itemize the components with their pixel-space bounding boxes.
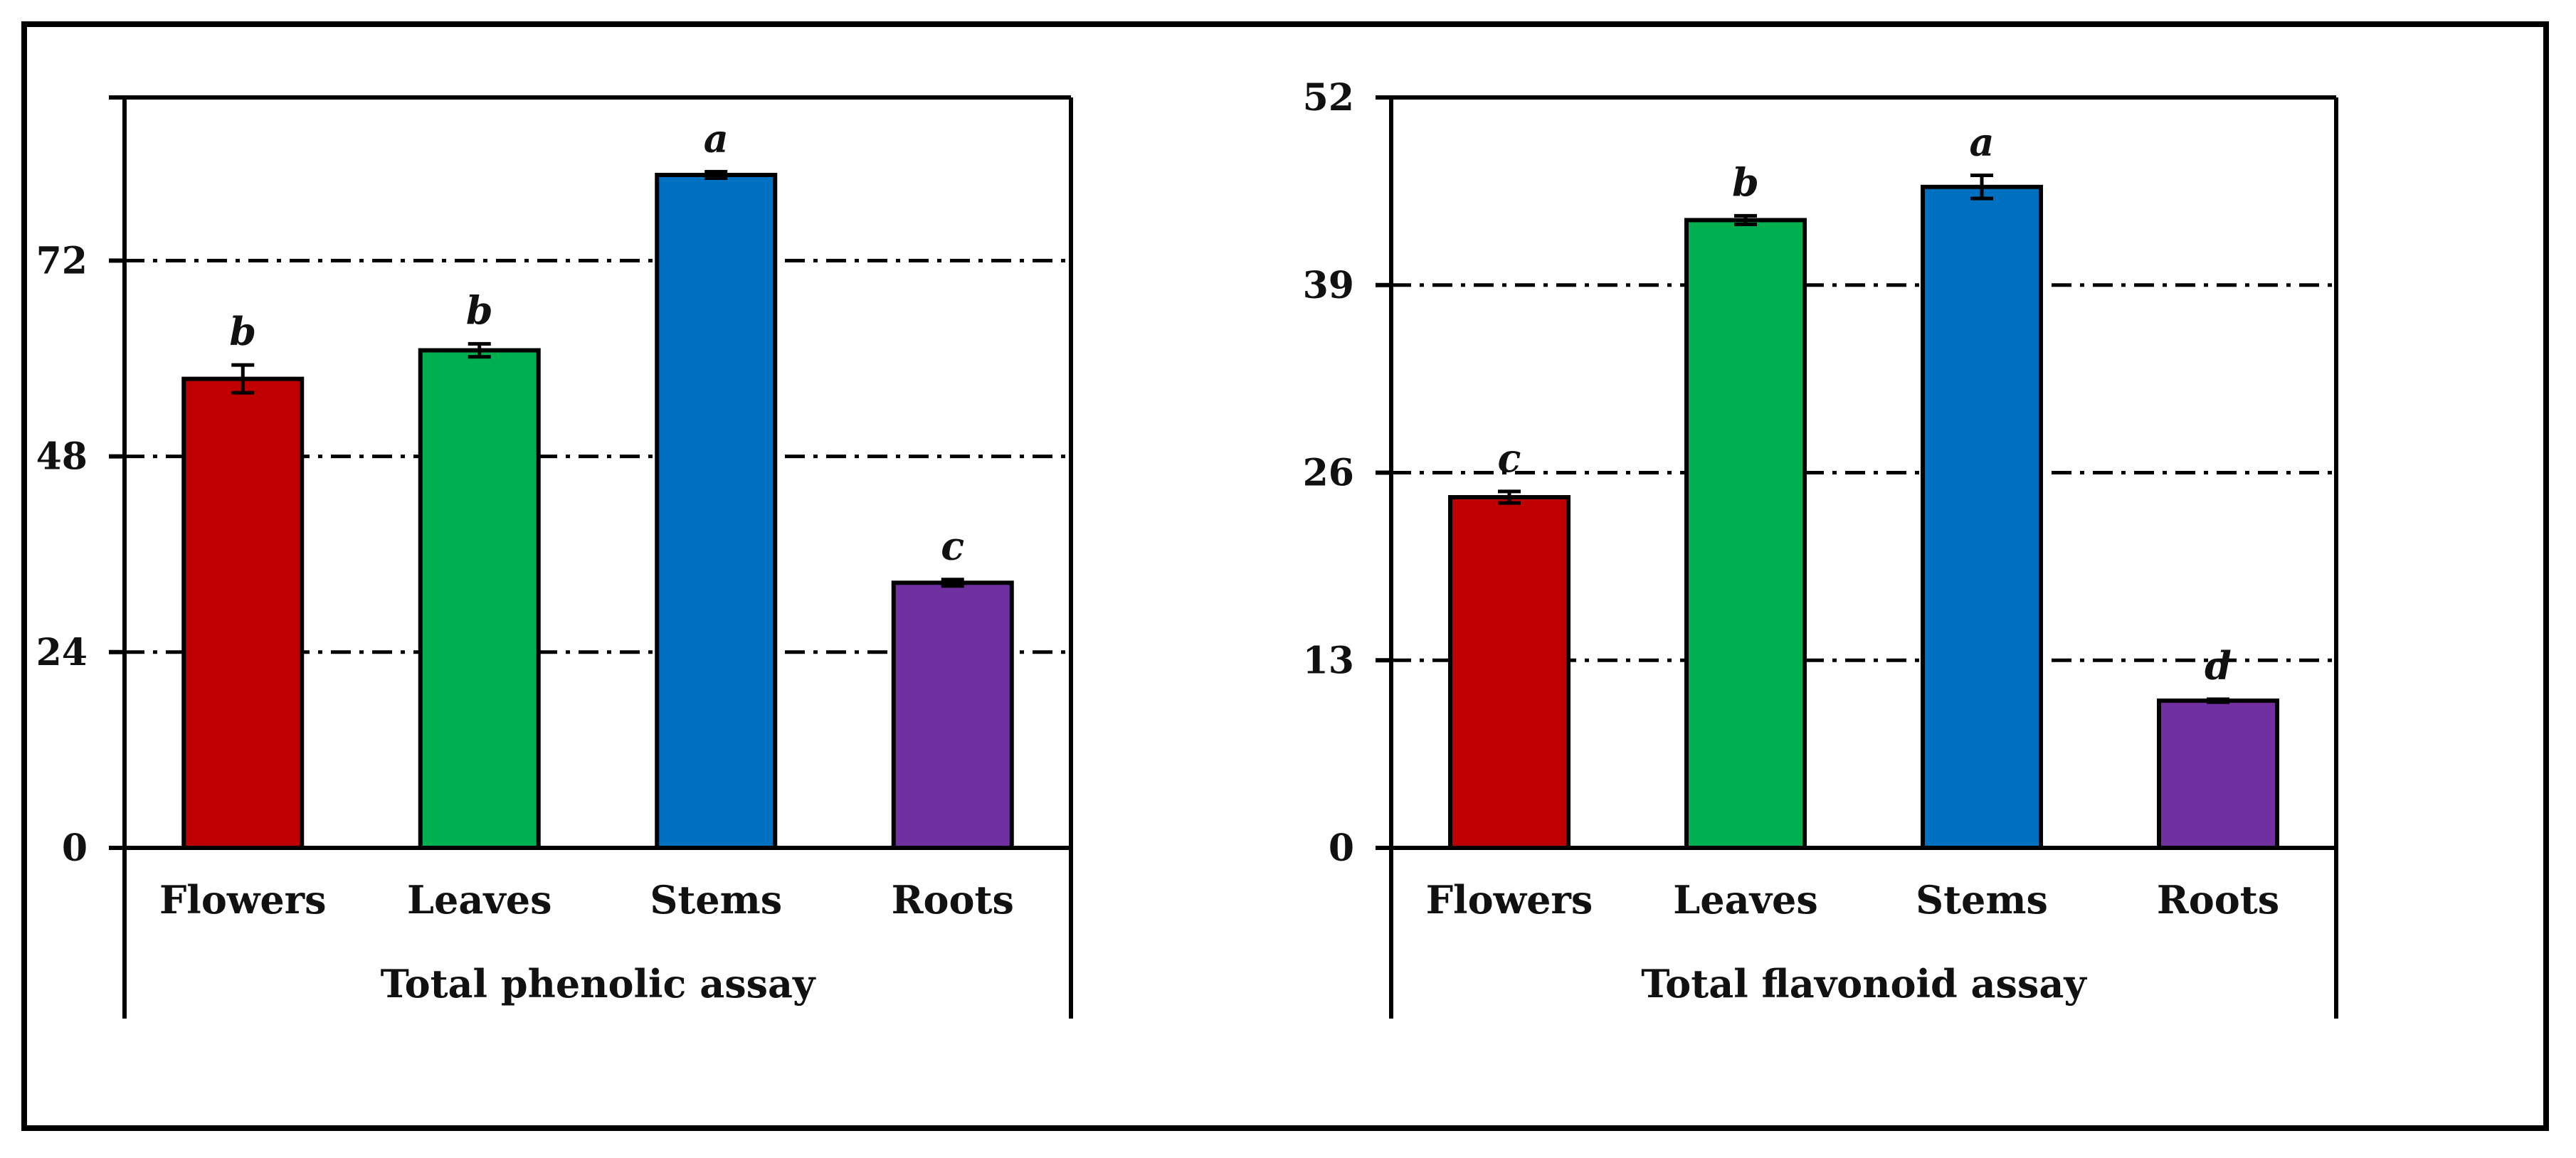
significance-letter-roots: d <box>2205 643 2232 689</box>
y-tick-label: 26 <box>1303 452 1354 495</box>
bar-flowers <box>1448 494 1571 850</box>
y-tick-label: 39 <box>1303 264 1354 307</box>
y-tick-label: 13 <box>1303 639 1354 682</box>
significance-letter-flowers: c <box>1498 435 1521 481</box>
category-label-stems: Stems <box>1916 877 2048 923</box>
category-label-leaves: Leaves <box>1673 877 1817 923</box>
category-label-stems: Stems <box>650 877 782 923</box>
category-label-leaves: Leaves <box>407 877 551 923</box>
significance-letter-leaves: b <box>466 287 493 333</box>
significance-letter-stems: a <box>1970 119 1995 165</box>
y-tick-label: 24 <box>36 631 88 674</box>
x-axis-title: Total flavonoid assay <box>1641 961 2087 1006</box>
significance-letter-flowers: b <box>229 309 256 354</box>
bar-roots <box>2157 698 2279 850</box>
significance-letter-leaves: b <box>1732 159 1759 205</box>
category-label-roots: Roots <box>2157 877 2279 923</box>
bar-stems <box>655 172 778 850</box>
y-tick-label: 72 <box>36 239 88 282</box>
flavonoid-chart: 0 13 26 39 52 c Flowers b Leaves a Stems d Roots Tota… <box>1303 76 2338 1019</box>
bar-roots <box>891 580 1014 850</box>
y-tick-label: 0 <box>62 827 88 870</box>
significance-letter-roots: c <box>941 524 964 569</box>
y-tick-label: 48 <box>36 435 88 479</box>
y-tick-label: 52 <box>1303 76 1354 119</box>
significance-letter-stems: a <box>704 115 729 161</box>
category-label-flowers: Flowers <box>1426 877 1593 923</box>
phenolic-chart: 0 24 48 72 b Flowers b Leaves a Stems c Roots Total … <box>36 95 1073 1019</box>
bar-leaves <box>418 348 541 850</box>
y-tick-label: 0 <box>1329 827 1354 870</box>
x-axis-title: Total phenolic assay <box>381 961 816 1006</box>
category-label-flowers: Flowers <box>159 877 327 923</box>
bar-leaves <box>1684 218 1807 851</box>
category-label-roots: Roots <box>892 877 1014 923</box>
bar-flowers <box>181 376 305 850</box>
bar-stems <box>1921 184 2043 850</box>
